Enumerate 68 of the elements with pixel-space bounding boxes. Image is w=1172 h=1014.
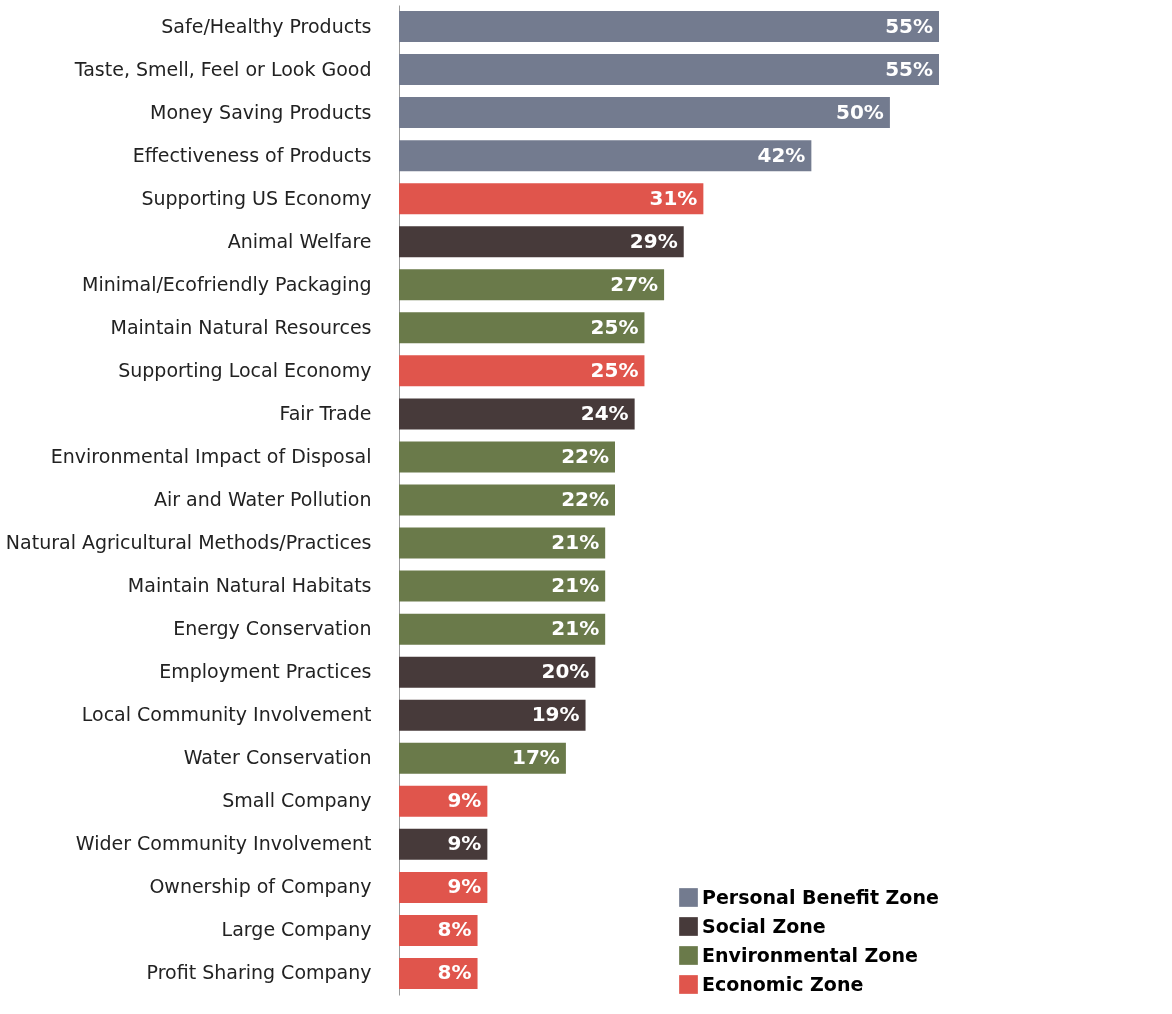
data-label: 8%: [437, 917, 472, 942]
bar: [399, 11, 939, 43]
y-tick-label: Taste, Smell, Feel or Look Good: [73, 57, 372, 80]
data-label: 9%: [447, 874, 482, 899]
legend-label: Personal Benefit Zone: [702, 885, 939, 908]
y-tick-label: Safe/Healthy Products: [161, 14, 372, 37]
y-tick-label: Environmental Impact of Disposal: [50, 444, 372, 467]
y-tick-label: Ownership of Company: [149, 875, 372, 898]
bar: [399, 183, 704, 215]
data-label: 21%: [551, 616, 600, 641]
data-label: 21%: [551, 573, 600, 598]
data-label: 31%: [649, 185, 698, 210]
bar: [399, 570, 606, 602]
data-label: 29%: [629, 228, 678, 253]
bar: [399, 97, 890, 129]
bar: [399, 355, 645, 387]
bar: [399, 441, 615, 473]
y-tick-label: Supporting US Economy: [141, 186, 372, 209]
data-label: 20%: [541, 659, 590, 684]
y-tick-label: Effectiveness of Products: [132, 143, 372, 166]
y-tick-label: Natural Agricultural Methods/Practices: [5, 531, 372, 554]
data-label: 55%: [885, 56, 933, 81]
y-tick-label: Fair Trade: [279, 401, 372, 424]
bar: [399, 699, 586, 731]
legend-label: Environmental Zone: [702, 943, 918, 966]
bar: [399, 398, 635, 430]
data-label: 50%: [836, 99, 884, 124]
data-label: 25%: [590, 357, 639, 382]
data-label: 8%: [437, 960, 472, 985]
y-tick-label: Profit Sharing Company: [146, 961, 372, 984]
legend-label: Economic Zone: [702, 972, 864, 995]
data-label: 9%: [447, 788, 482, 813]
data-label: 24%: [580, 400, 629, 425]
data-label: 9%: [447, 831, 482, 856]
data-label: 22%: [561, 487, 609, 511]
bar: [399, 54, 939, 86]
y-tick-label: Energy Conservation: [173, 617, 372, 640]
y-tick-label: Animal Welfare: [227, 229, 372, 252]
data-label: 21%: [551, 530, 600, 555]
y-tick-label: Wider Community Involvement: [75, 832, 372, 855]
y-tick-label: Supporting Local Economy: [118, 358, 372, 381]
bar: [399, 527, 606, 559]
y-tick-label: Large Company: [221, 918, 372, 941]
y-tick-label: Local Community Involvement: [81, 703, 372, 726]
legend-label: Social Zone: [702, 914, 826, 937]
data-label: 42%: [757, 142, 806, 167]
y-tick-label: Minimal/Ecofriendly Packaging: [82, 272, 372, 295]
y-tick-label: Air and Water Pollution: [153, 488, 372, 510]
y-tick-label: Money Saving Products: [150, 100, 372, 123]
bar: [399, 656, 596, 688]
y-tick-label: Small Company: [222, 789, 372, 812]
bar: [399, 226, 684, 258]
y-tick-label: Employment Practices: [159, 660, 372, 683]
bar: [399, 742, 566, 774]
bar: [399, 613, 606, 645]
bar: [399, 484, 615, 516]
y-tick-label: Maintain Natural Habitats: [127, 574, 372, 597]
data-label: 19%: [531, 702, 580, 727]
bar: [399, 312, 645, 344]
y-tick-label: Maintain Natural Resources: [110, 315, 372, 338]
bar: [399, 140, 812, 172]
data-label: 27%: [610, 271, 659, 296]
y-tick-label: Water Conservation: [183, 746, 372, 769]
data-label: 55%: [885, 13, 933, 38]
data-label: 22%: [561, 443, 609, 468]
data-label: 17%: [512, 745, 560, 770]
data-label: 25%: [590, 314, 639, 339]
bar: [399, 269, 665, 301]
